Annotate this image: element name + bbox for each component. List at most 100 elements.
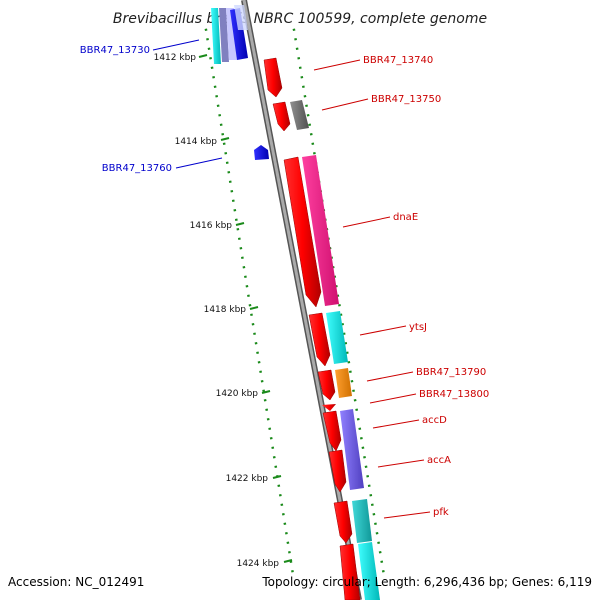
tick-1420: 1420 kbp [216,389,271,399]
tick-dot [278,494,282,497]
gene-label-dnae[interactable]: dnaE [393,212,418,223]
tick-dot [303,95,307,98]
feature-top-cluster[interactable] [211,5,248,64]
tick-dot [256,351,259,354]
tick-dot [240,256,244,259]
tick-dot [288,551,291,554]
gene-label-bbr47-13730[interactable]: BBR47_13730 [80,45,150,56]
tick-dot [262,389,266,392]
tick-dot [221,133,225,136]
tick-dot [215,95,219,98]
tick-dot [308,123,312,126]
tick-dot [300,76,304,79]
gene-label-acca[interactable]: accA [427,455,451,466]
tick-label: 1412 kbp [154,53,197,63]
tick-dot [254,342,258,345]
tick-1422: 1422 kbp [226,474,282,484]
gene-bbr47-13740[interactable] [263,57,283,98]
gene-label-bbr47-13760[interactable]: BBR47_13760 [102,163,172,174]
tick-dot [247,294,250,297]
tick-dot [284,532,288,535]
gene-label-pfk[interactable]: pfk [433,507,449,518]
tick-dot [230,190,234,193]
tick-dot [348,370,352,373]
gene-acca[interactable] [328,449,347,493]
tick-dot [274,465,278,468]
tick-dot [283,522,287,525]
tick-dot [359,437,363,440]
tick-dot [301,85,305,88]
tick-dot [370,503,374,506]
tick-label: 1418 kbp [204,305,247,315]
tick-dot [271,446,275,449]
tick-dot [260,380,264,383]
tick-dot [311,142,315,145]
tick-dot [259,370,263,373]
tick-dot [363,456,366,459]
tick-dot [233,209,237,212]
tick-dot [306,114,310,117]
tick-dot [248,304,252,307]
tick-1412: 1412 kbp [154,53,208,63]
gene-label-bbr47-13800[interactable]: BBR47_13800 [419,389,489,400]
gene-bbr47-13790[interactable] [317,368,352,401]
tick-dot [338,304,341,307]
map-title: Brevibacillus brevis NBRC 100599, comple… [113,11,487,27]
tick-dot [356,418,360,421]
gene-bbr47-13750[interactable] [272,100,309,132]
tick-dot [206,38,209,41]
tick-dot [218,114,222,117]
gene-ytsj[interactable] [308,311,348,367]
gene-pfk[interactable] [333,499,372,544]
tick-dot [210,66,214,69]
tick-dot [236,228,240,231]
tick-1416: 1416 kbp [190,221,245,231]
tick-dot [216,104,220,107]
gene-label-ytsj[interactable]: ytsJ [409,322,427,333]
gene-accd[interactable] [322,409,364,490]
tick-dot [224,152,228,155]
tick-dot [358,427,362,430]
tick-dot [286,541,290,544]
tick-dot [309,133,313,136]
tick-dot [213,85,217,88]
tick-dot [289,560,293,563]
tick-dot [281,513,285,516]
tick-dot [372,513,376,516]
tick-dot [245,285,249,288]
tick-dot [280,503,284,506]
accession-text: Accession: NC_012491 [8,575,144,589]
gene-bbr47-13760[interactable] [254,145,269,160]
tick-dot [355,408,359,411]
gene-label-bbr47-13740[interactable]: BBR47_13740 [363,55,433,66]
genome-summary-text: Topology: circular; Length: 6,296,436 bp… [261,575,592,589]
tick-dot [269,437,273,440]
tick-dot [364,465,368,468]
tick-dot [380,560,384,563]
tick-dot [272,456,276,459]
gene-label-accd[interactable]: accD [422,415,447,426]
gene-bbr47-13800[interactable] [322,404,336,411]
tick-dot [298,66,302,69]
tick-dot [361,446,365,449]
tick-dot [268,427,272,430]
tick-dot [251,323,255,326]
gene-label-bbr47-13790[interactable]: BBR47_13790 [416,367,486,378]
tick-dot [234,218,238,221]
tick-dot [375,532,379,535]
tick-dot [209,57,212,60]
tick-dot [227,171,231,174]
tick-dot [253,332,256,335]
tick-dot [367,484,371,487]
gene-dnae[interactable] [283,155,339,308]
gene-label-bbr47-13750[interactable]: BBR47_13750 [371,94,441,105]
tick-1418: 1418 kbp [204,305,259,315]
tick-dot [374,522,377,525]
tick-dot [266,418,270,421]
leader-lines [152,39,431,519]
gene-bottom[interactable] [339,542,380,600]
tick-label: 1414 kbp [175,137,218,147]
tick-dot [237,237,241,240]
tick-dot [312,152,316,155]
